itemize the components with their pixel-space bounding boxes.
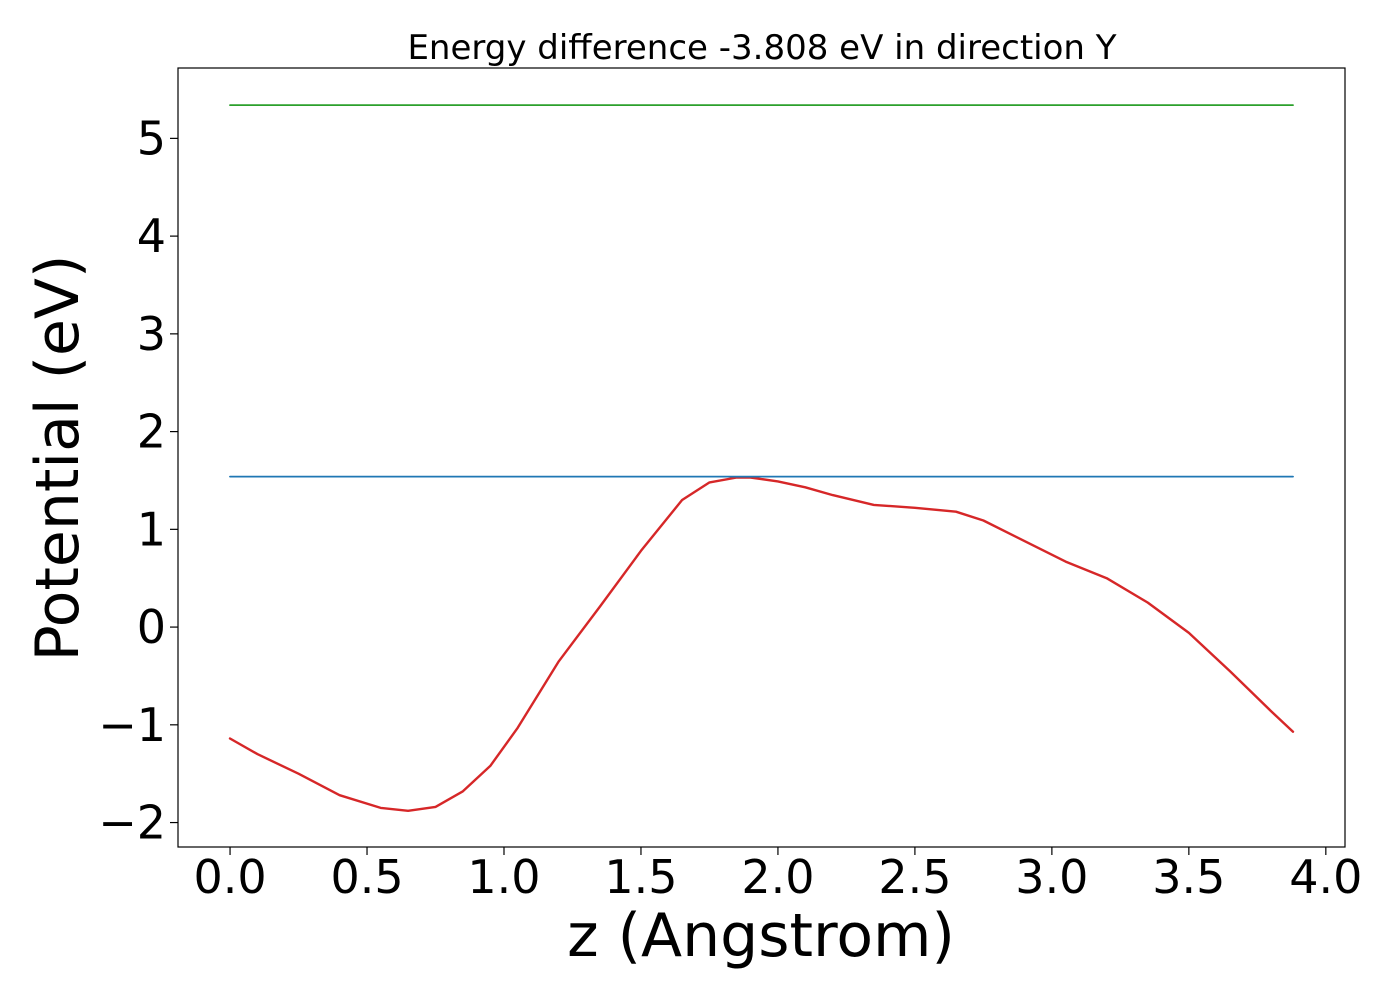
x-tick-label: 2.0 <box>741 850 814 904</box>
x-axis-label: z (Angstrom) <box>567 901 955 971</box>
plot-series <box>228 104 1295 812</box>
x-tick-label: 1.0 <box>467 850 540 904</box>
y-tick-label: −1 <box>98 698 166 752</box>
x-tick-label: 4.0 <box>1289 850 1362 904</box>
y-tick-label: 4 <box>137 209 166 263</box>
y-tick-label: 5 <box>137 111 166 165</box>
y-tick-label: 2 <box>137 405 166 459</box>
x-tick-label: 3.5 <box>1152 850 1225 904</box>
x-tick-label: 1.5 <box>604 850 677 904</box>
y-tick-label: 0 <box>137 600 166 654</box>
y-tick-label: 1 <box>137 502 166 556</box>
potential-curve <box>228 476 1295 812</box>
y-axis-ticks: −2 −1 0 1 2 3 4 5 <box>98 111 178 850</box>
x-tick-label: 3.0 <box>1015 850 1088 904</box>
chart-title: Energy difference -3.808 eV in direction… <box>407 28 1116 68</box>
x-tick-label: 0.5 <box>330 850 403 904</box>
y-tick-label: −2 <box>98 796 166 850</box>
x-tick-label: 0.0 <box>193 850 266 904</box>
x-axis-ticks: 0.0 0.5 1.0 1.5 2.0 2.5 3.0 3.5 4.0 <box>193 847 1362 904</box>
x-tick-label: 2.5 <box>878 850 951 904</box>
plot-frame <box>177 67 1346 848</box>
y-tick-label: 3 <box>137 307 166 361</box>
y-axis-label: Potential (eV) <box>23 255 93 662</box>
